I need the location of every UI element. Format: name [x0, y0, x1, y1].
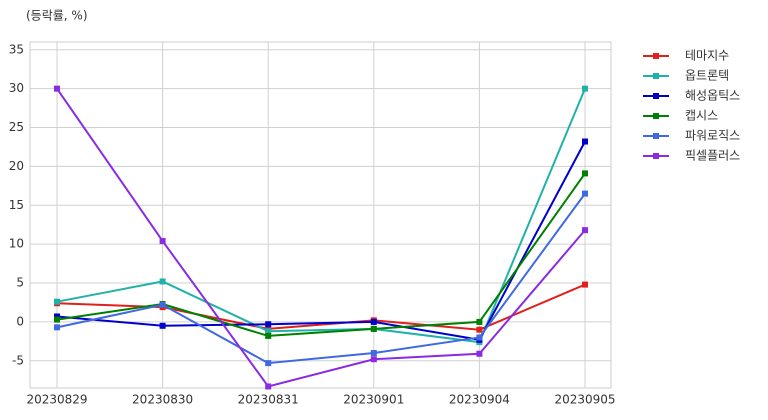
legend-marker [653, 113, 659, 119]
y-tick-label: 35 [9, 42, 24, 56]
x-tick-label: 20230905 [554, 393, 615, 407]
point-marker [370, 350, 377, 357]
point-marker [476, 334, 483, 341]
x-tick-label: 20230831 [238, 393, 299, 407]
series-line [56, 141, 586, 341]
point-marker [370, 325, 377, 332]
legend-marker [653, 73, 659, 79]
point-marker [265, 360, 272, 367]
legend-label: 캡시스 [685, 109, 718, 123]
point-marker [159, 278, 166, 285]
point-marker [265, 383, 272, 390]
point-marker [476, 326, 483, 333]
point-marker [370, 318, 377, 325]
legend-label: 해성옵틱스 [685, 89, 740, 103]
y-tick-label: 15 [9, 198, 24, 212]
y-tick-label: 0 [16, 314, 24, 328]
legend-marker [653, 153, 659, 159]
legend-marker [653, 53, 659, 59]
point-marker [54, 313, 60, 320]
point-marker [54, 324, 60, 331]
y-tick-label: -5 [12, 353, 24, 367]
point-marker [265, 332, 272, 339]
point-marker [582, 281, 588, 288]
y-tick-label: 5 [16, 276, 24, 290]
point-marker [54, 298, 60, 305]
legend-marker [653, 93, 659, 99]
point-marker [159, 238, 166, 245]
series-line [56, 172, 586, 337]
legend-label: 옵트론텍 [685, 69, 729, 83]
point-marker [159, 322, 166, 329]
point-marker [370, 356, 377, 363]
y-tick-label: 25 [9, 120, 24, 134]
point-marker [582, 190, 588, 197]
point-marker [476, 350, 483, 357]
x-tick-label: 20230904 [449, 393, 510, 407]
point-marker [265, 321, 272, 328]
x-tick-label: 20230829 [26, 393, 87, 407]
legend-label: 파워로직스 [685, 129, 740, 143]
point-marker [265, 328, 272, 335]
point-marker [159, 301, 166, 308]
x-tick-label: 20230901 [343, 393, 404, 407]
legend-label: 픽셀플러스 [685, 149, 740, 163]
point-marker [582, 227, 588, 234]
legend-marker [653, 133, 659, 139]
series-line [56, 88, 586, 344]
point-marker [54, 85, 60, 92]
point-marker [582, 138, 588, 145]
point-marker [54, 316, 60, 323]
series-line [56, 193, 586, 365]
point-marker [582, 85, 588, 92]
plot-frame [29, 41, 612, 389]
legend-label: 테마지수 [685, 49, 729, 63]
y-tick-label: 20 [9, 159, 24, 173]
chart-title: (등락률, %) [26, 9, 88, 23]
series-line [56, 88, 586, 388]
y-tick-label: 10 [9, 237, 24, 251]
y-tick-label: 30 [9, 81, 24, 95]
point-marker [582, 170, 588, 177]
x-tick-label: 20230830 [132, 393, 193, 407]
point-marker [476, 318, 483, 325]
